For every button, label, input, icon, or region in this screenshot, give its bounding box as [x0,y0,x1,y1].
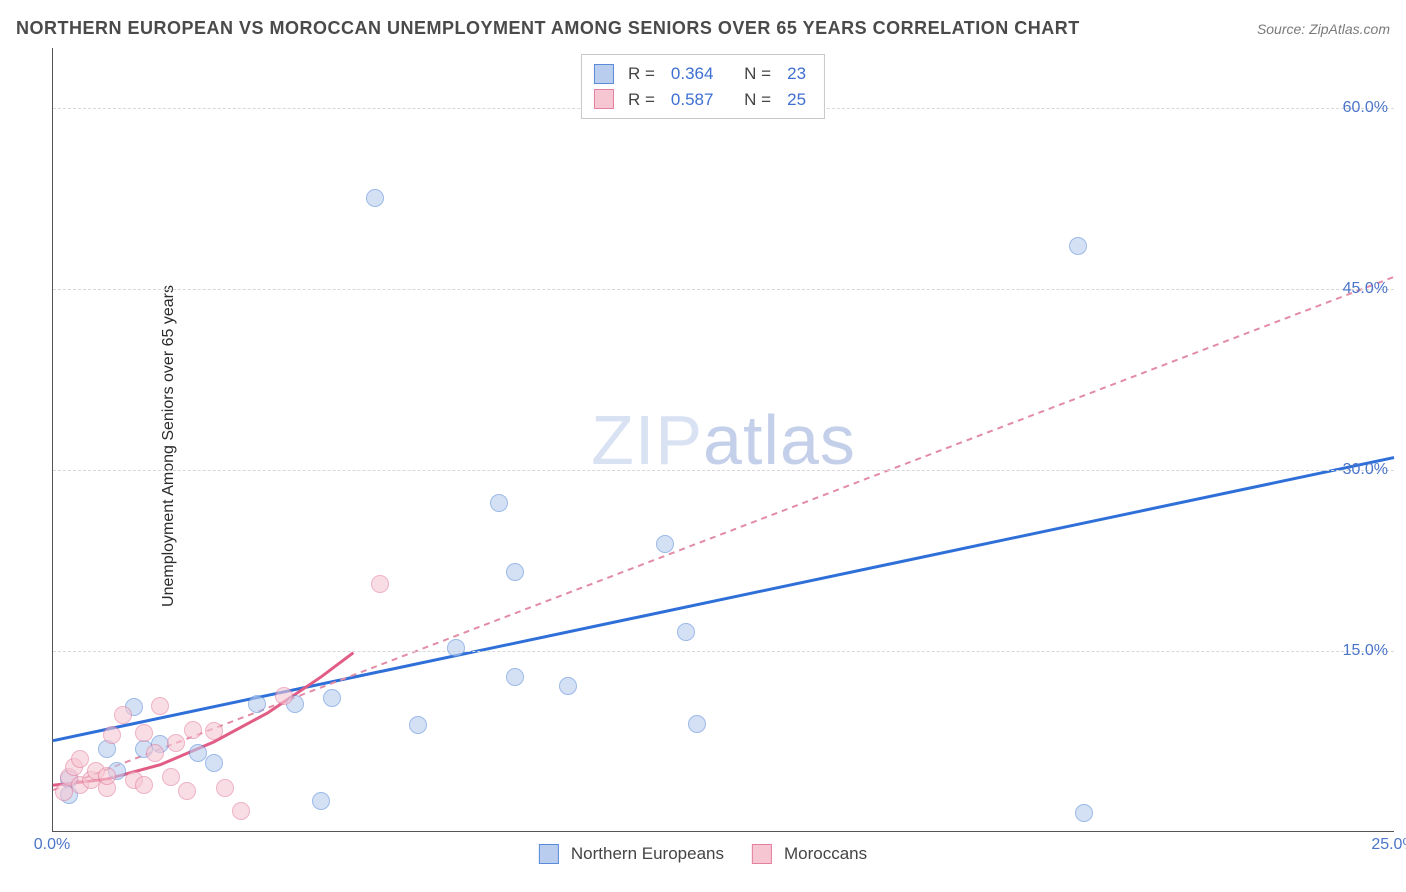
ytick-label: 60.0% [1343,99,1388,117]
data-point [135,776,153,794]
data-point [216,779,234,797]
data-point [205,722,223,740]
data-point [677,623,695,641]
data-point [1069,237,1087,255]
gridline [53,651,1394,652]
legend-swatch-0 [539,844,559,864]
legend: Northern Europeans Moroccans [539,844,867,864]
data-point [447,639,465,657]
gridline [53,470,1394,471]
data-point [275,687,293,705]
data-point [312,792,330,810]
data-point [71,750,89,768]
data-point [114,706,132,724]
data-point [490,494,508,512]
data-point [506,668,524,686]
data-point [205,754,223,772]
legend-label-0: Northern Europeans [571,844,724,864]
chart-title: NORTHERN EUROPEAN VS MOROCCAN UNEMPLOYME… [16,18,1080,39]
ytick-label: 30.0% [1343,461,1388,479]
data-point [162,768,180,786]
data-point [409,716,427,734]
data-point [167,734,185,752]
data-point [371,575,389,593]
data-point [688,715,706,733]
R-value-1: 0.587 [665,87,720,113]
source-label: Source: ZipAtlas.com [1257,21,1390,37]
data-point [506,563,524,581]
gridline [53,289,1394,290]
data-point [323,689,341,707]
ytick-label: 45.0% [1343,280,1388,298]
data-point [178,782,196,800]
N-label: N = [744,61,771,87]
xtick-label: 0.0% [34,836,70,854]
data-point [135,724,153,742]
data-point [559,677,577,695]
N-label: N = [744,87,771,113]
R-label: R = [628,87,655,113]
watermark-bold: ZIP [591,401,703,479]
watermark-thin: atlas [703,401,856,479]
data-point [1075,804,1093,822]
legend-label-1: Moroccans [784,844,867,864]
legend-item-1: Moroccans [752,844,867,864]
data-point [248,695,266,713]
stats-box: R = 0.364 N = 23 R = 0.587 N = 25 [581,54,825,119]
stats-row-series-0: R = 0.364 N = 23 [594,61,812,87]
chart-header: NORTHERN EUROPEAN VS MOROCCAN UNEMPLOYME… [16,18,1390,39]
data-point [151,697,169,715]
data-point [656,535,674,553]
swatch-series-1 [594,89,614,109]
N-value-0: 23 [781,61,812,87]
R-label: R = [628,61,655,87]
data-point [184,721,202,739]
xtick-label: 25.0% [1371,836,1406,854]
scatter-chart: ZIPatlas 15.0% 30.0% 45.0% 60.0% [52,48,1394,832]
data-point [146,744,164,762]
regression-lines [53,48,1394,831]
data-point [366,189,384,207]
data-point [232,802,250,820]
data-point [103,726,121,744]
legend-swatch-1 [752,844,772,864]
watermark: ZIPatlas [591,400,856,480]
data-point [189,744,207,762]
N-value-1: 25 [781,87,812,113]
legend-item-0: Northern Europeans [539,844,724,864]
R-value-0: 0.364 [665,61,720,87]
ytick-label: 15.0% [1343,642,1388,660]
data-point [98,767,116,785]
stats-row-series-1: R = 0.587 N = 25 [594,87,812,113]
swatch-series-0 [594,64,614,84]
